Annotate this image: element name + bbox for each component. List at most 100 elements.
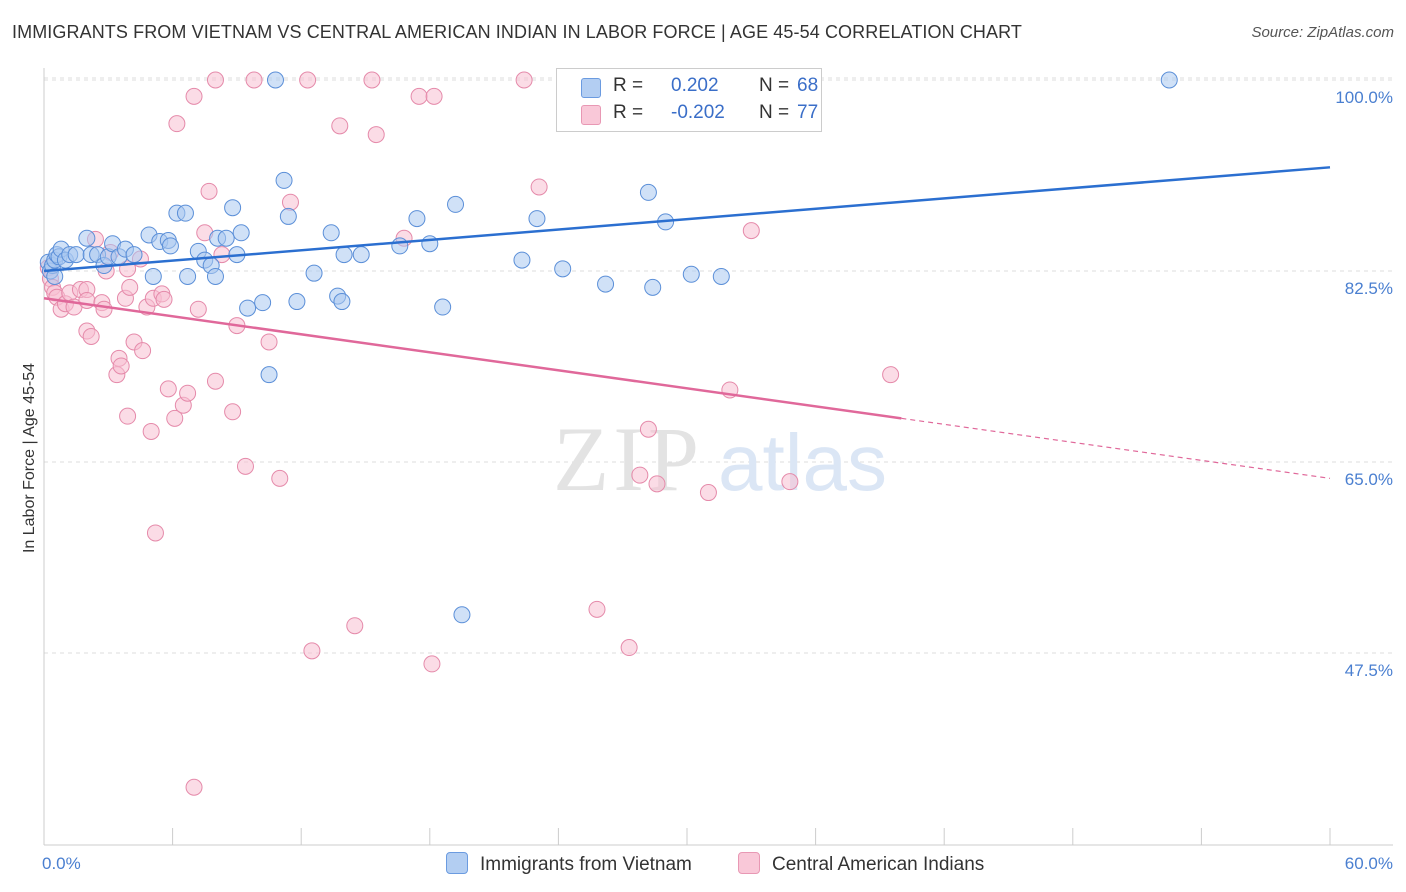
data-point [121, 278, 139, 296]
y-tick-label: 47.5% [1345, 661, 1393, 680]
data-point [781, 473, 799, 491]
data-point [179, 384, 197, 402]
trend-line [43, 297, 902, 420]
data-point [305, 264, 323, 282]
data-point [620, 639, 638, 657]
x-tick-label-min: 0.0% [42, 854, 81, 873]
data-point [206, 372, 224, 390]
data-point [281, 193, 299, 211]
legend-n-value: 77 [797, 102, 819, 123]
data-point [125, 246, 143, 264]
data-point [644, 278, 662, 296]
watermark-atlas: atlas [718, 418, 887, 507]
data-point [299, 71, 317, 89]
data-point [423, 655, 441, 673]
data-point [78, 229, 96, 247]
data-point [322, 224, 340, 242]
bottom-legend-swatch-blue [446, 852, 468, 874]
legend-n-label: N = [759, 102, 790, 123]
data-point [699, 484, 717, 502]
series-immigrants-from-vietnam [39, 71, 1178, 624]
data-point [206, 71, 224, 89]
data-point [639, 420, 657, 438]
data-point [260, 333, 278, 351]
data-point [453, 606, 471, 624]
data-point [146, 524, 164, 542]
data-point [161, 237, 179, 255]
data-point [179, 267, 197, 285]
data-point [639, 183, 657, 201]
data-point [346, 617, 364, 635]
data-point [67, 246, 85, 264]
y-tick-label: 65.0% [1345, 470, 1393, 489]
data-point [1160, 71, 1178, 89]
x-tick-label-max: 60.0% [1345, 854, 1393, 873]
chart-title: IMMIGRANTS FROM VIETNAM VS CENTRAL AMERI… [12, 22, 1022, 42]
data-point [271, 469, 289, 487]
data-point [236, 457, 254, 475]
data-point [254, 294, 272, 312]
bottom-legend-label-vietnam: Immigrants from Vietnam [480, 854, 692, 875]
data-point [515, 71, 533, 89]
data-point [331, 117, 349, 135]
bottom-legend-central-american: Central American Indians [738, 852, 984, 876]
data-point [352, 246, 370, 264]
watermark-zip: ZIP [553, 408, 703, 510]
data-point [303, 642, 321, 660]
data-point [206, 267, 224, 285]
data-point [882, 366, 900, 384]
data-point [682, 265, 700, 283]
gridlines [44, 77, 1393, 654]
data-point [588, 600, 606, 618]
data-point [159, 380, 177, 398]
data-point [367, 126, 385, 144]
data-point [288, 293, 306, 311]
data-point [335, 246, 353, 264]
y-axis-title: In Labor Force | Age 45-54 [21, 363, 38, 553]
bottom-legend-label-central-american: Central American Indians [772, 854, 985, 875]
data-point [144, 267, 162, 285]
data-point [168, 115, 186, 133]
data-point [279, 207, 297, 225]
bottom-legend-swatch-pink [738, 852, 760, 874]
bottom-legend-vietnam: Immigrants from Vietnam [446, 852, 692, 876]
data-point [434, 298, 452, 316]
data-point [530, 178, 548, 196]
legend-n-value: 68 [797, 75, 819, 96]
trend-lines [43, 166, 1331, 479]
data-point [712, 267, 730, 285]
trend-line [43, 166, 1331, 273]
data-point [200, 182, 218, 200]
data-point [155, 290, 173, 308]
legend-n-label: N = [759, 75, 790, 96]
data-point [260, 366, 278, 384]
data-point [421, 235, 439, 253]
data-point [176, 204, 194, 222]
data-point [648, 475, 666, 493]
legend-r-label: R = [613, 102, 644, 123]
data-point [142, 422, 160, 440]
data-point [554, 260, 572, 278]
legend-r-label: R = [613, 75, 644, 96]
data-point [119, 407, 137, 425]
legend-r-value: 0.202 [671, 75, 719, 96]
data-point [134, 342, 152, 360]
y-tick-label: 82.5% [1345, 279, 1393, 298]
data-point [46, 267, 64, 285]
correlation-legend: R = 0.202 N = 68 R = -0.202 N = 77 [556, 68, 822, 132]
data-point [95, 300, 113, 318]
y-tick-label: 100.0% [1335, 88, 1393, 107]
data-point [185, 87, 203, 105]
axes [43, 68, 1393, 846]
data-point [742, 222, 760, 240]
data-point [333, 293, 351, 311]
y-tick-labels: 100.0% 82.5% 65.0% 47.5% [1335, 88, 1393, 680]
data-point [189, 300, 207, 318]
data-point [245, 71, 263, 89]
data-point [224, 199, 242, 217]
data-point [528, 210, 546, 228]
data-point [217, 229, 235, 247]
data-point [408, 210, 426, 228]
trend-line-extension [901, 417, 1331, 479]
